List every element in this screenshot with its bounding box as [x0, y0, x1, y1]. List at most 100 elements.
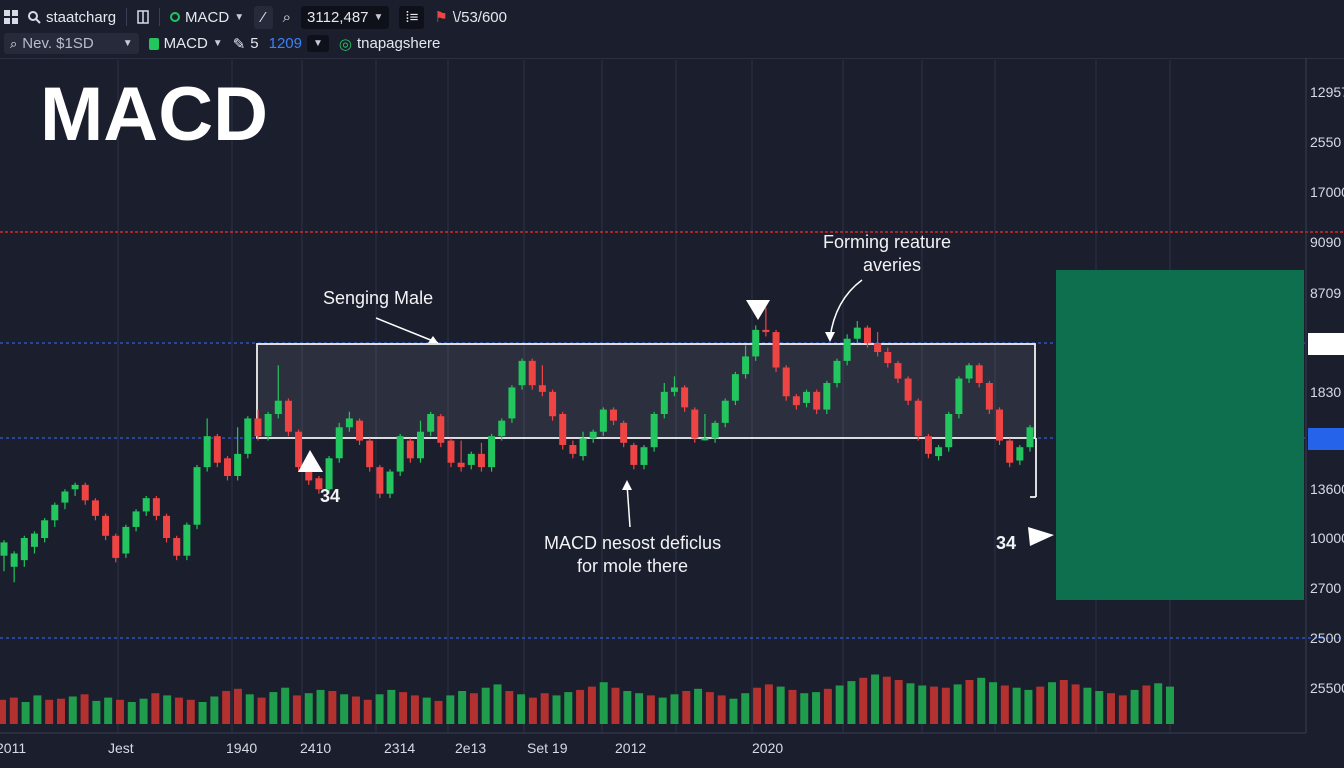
target-label: tnapagshere: [356, 35, 441, 52]
volume-bar: [599, 682, 608, 724]
volume-bar: [953, 684, 962, 724]
volume-bar: [340, 694, 349, 724]
target-marker-icon: [1028, 527, 1054, 546]
candlesticks: [0, 307, 1034, 583]
volume-bar: [0, 699, 6, 724]
compare-button[interactable]: ⁞≡: [399, 5, 425, 29]
flag-icon: ⚑: [434, 9, 448, 26]
candle: [579, 431, 587, 461]
value-dropdown[interactable]: 3112,487 ▼: [301, 5, 390, 29]
annotation-forming: Forming reature: [823, 232, 951, 252]
volume-bar: [741, 693, 750, 724]
volume-bar: [328, 691, 337, 724]
indicator-status-icon: [170, 12, 181, 22]
volume-bar: [104, 697, 113, 724]
indicator-color-icon: [148, 37, 159, 50]
volume-bar: [646, 695, 655, 724]
indicator-dropdown[interactable]: MACD ▼: [170, 9, 244, 26]
y-tick-label: 2550: [1310, 134, 1341, 150]
volume-bar: [1142, 685, 1151, 724]
volume-bar: [1118, 695, 1127, 724]
candle: [193, 464, 201, 530]
volume-bar: [1048, 682, 1057, 724]
candle: [610, 407, 618, 426]
candle: [0, 540, 8, 572]
volume-bar: [33, 695, 42, 724]
candle: [345, 411, 353, 432]
candle: [122, 524, 130, 558]
volume-bar: [906, 683, 915, 724]
volume-bar: [1024, 689, 1033, 724]
marker-label-1: 34: [320, 486, 340, 506]
y-tick-label: 12957: [1310, 84, 1344, 100]
interval-button[interactable]: ✎ 5: [233, 35, 259, 53]
marker-label-2: 34: [996, 533, 1016, 553]
volume-bar: [233, 688, 242, 724]
toolbar-divider: [126, 8, 128, 26]
y-tick-label: 2700: [1310, 580, 1341, 596]
candle: [660, 383, 668, 419]
volume-bar: [493, 684, 502, 724]
volume-bar: [446, 695, 455, 724]
candle: [945, 411, 953, 452]
volume-bar: [210, 696, 219, 724]
indicator2-dropdown[interactable]: MACD ▼: [148, 35, 223, 52]
candle: [528, 358, 536, 390]
annotation-macd-note: MACD nesost deficlus: [544, 533, 721, 553]
ratio-label: \/53/600: [452, 8, 507, 26]
sell-marker-icon: [746, 300, 770, 320]
toolbar-divider: [159, 8, 161, 26]
ratio-item[interactable]: ⚑ \/53/600: [434, 8, 507, 27]
candle: [467, 451, 475, 470]
candle: [91, 498, 99, 521]
volume-bar: [705, 692, 714, 724]
draw-tool-button[interactable]: ⁄: [254, 5, 273, 29]
candle: [965, 363, 973, 383]
candle: [914, 398, 922, 441]
target-item[interactable]: ◎ tnapagshere: [339, 35, 441, 53]
volume-bar: [753, 687, 762, 724]
volume-bar: [776, 686, 785, 724]
volume-bar: [174, 697, 183, 724]
pen-icon: ⁄: [262, 8, 265, 26]
volume-bar: [139, 698, 148, 724]
volume-bar: [694, 688, 703, 724]
candle: [254, 409, 262, 441]
volume-bar: [127, 702, 136, 724]
price-tag-level: [1308, 428, 1344, 450]
symbol-search[interactable]: staatcharg: [28, 9, 116, 26]
candle: [518, 358, 526, 390]
symbol-dropdown[interactable]: ⌕ Nev. $1SD ▼: [4, 33, 139, 54]
volume-bar: [682, 691, 691, 724]
candle: [295, 429, 303, 472]
volume-bar: [399, 692, 408, 724]
candle: [386, 469, 394, 499]
volume-bar: [729, 698, 738, 724]
volume-bar: [540, 693, 549, 724]
pencil-icon: ✎: [232, 35, 246, 53]
candle: [924, 433, 932, 459]
menu-button[interactable]: [4, 10, 18, 24]
count-dropdown[interactable]: 1209 ▼: [269, 35, 329, 52]
candle: [152, 495, 160, 521]
volume-bar: [717, 695, 726, 724]
layout-button[interactable]: [137, 10, 149, 24]
volume-bar: [1130, 689, 1139, 724]
annotation-macd-note-2: for mole there: [577, 556, 688, 576]
candle: [173, 535, 181, 561]
candle: [41, 518, 49, 543]
candle: [508, 385, 516, 423]
interval-label: 5: [250, 35, 259, 52]
candle: [142, 495, 150, 516]
candle: [264, 411, 272, 441]
volume-bar: [1071, 684, 1080, 724]
candle: [823, 380, 831, 414]
candle: [833, 358, 841, 388]
candle: [51, 502, 59, 527]
candle: [1026, 425, 1034, 452]
alert-button[interactable]: ⌕: [283, 9, 291, 26]
candle: [203, 418, 211, 472]
volume-bar: [635, 693, 644, 724]
